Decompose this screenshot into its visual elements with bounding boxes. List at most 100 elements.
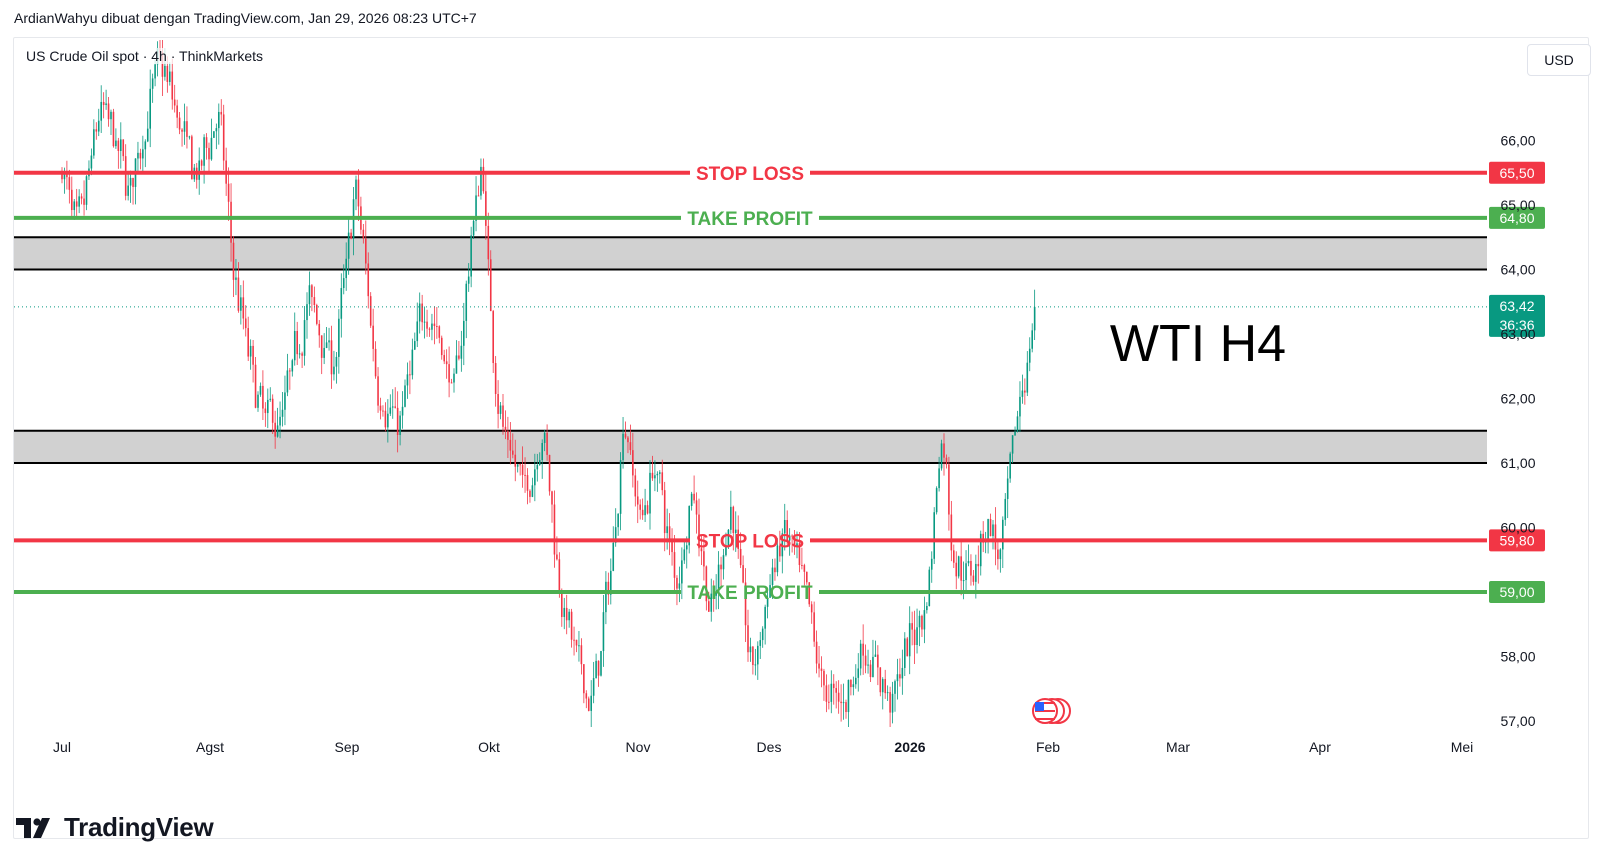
candle <box>218 103 220 145</box>
candle <box>832 674 835 705</box>
candle <box>178 112 181 135</box>
candle <box>984 531 987 554</box>
candle <box>286 353 289 397</box>
level-0[interactable]: STOP LOSS 65,50 <box>14 161 1545 185</box>
candle <box>656 471 659 492</box>
candle <box>458 340 460 361</box>
candle <box>328 327 330 351</box>
candle <box>384 402 387 432</box>
candle <box>1024 378 1026 405</box>
candle <box>200 159 203 171</box>
candle <box>717 551 720 610</box>
level-2[interactable]: STOP LOSS 59,80 <box>14 529 1545 552</box>
candle <box>387 399 389 443</box>
level-1[interactable]: TAKE PROFIT 64,80 <box>14 206 1545 230</box>
level-3[interactable]: TAKE PROFIT 59,00 <box>14 581 1545 604</box>
candle <box>93 119 95 159</box>
currency-button[interactable]: USD <box>1527 44 1591 76</box>
candle <box>100 85 102 133</box>
candle <box>683 541 686 564</box>
candle <box>536 453 539 482</box>
candle <box>345 242 347 291</box>
candle <box>244 305 247 337</box>
candle <box>764 604 766 645</box>
candle <box>840 684 842 722</box>
candle <box>749 637 752 662</box>
candle <box>967 544 970 567</box>
candle <box>806 571 808 585</box>
candle <box>891 681 894 724</box>
candle <box>857 653 860 692</box>
candle <box>122 139 125 161</box>
candle <box>254 357 257 409</box>
price-axis[interactable]: 66,00 65,00 64,00 63,00 62,00 61,00 60,00 58,00… <box>1500 133 1535 730</box>
symbol-legend[interactable]: US Crude Oil spot · 4h · ThinkMarkets <box>24 48 266 64</box>
time-axis[interactable]: Jul Agst Sep Okt Nov Des 2026 Feb Mar Apr Mei <box>53 739 1473 755</box>
candle <box>183 103 186 145</box>
candle <box>514 439 517 482</box>
candle <box>181 128 183 147</box>
candle <box>820 656 823 688</box>
candle <box>754 648 757 676</box>
candle <box>433 306 436 345</box>
candle <box>970 554 972 586</box>
candle <box>769 574 771 598</box>
candle <box>347 217 350 275</box>
candle <box>997 539 999 570</box>
us-flag-events-icon[interactable] <box>1032 698 1071 724</box>
candle <box>507 416 509 458</box>
x-tick-label: Agst <box>196 739 224 755</box>
candle <box>803 563 806 586</box>
candle <box>928 566 931 607</box>
candle <box>350 228 352 240</box>
candle <box>825 674 828 713</box>
candle <box>796 531 798 559</box>
x-tick-label: 2026 <box>894 739 925 755</box>
candle <box>205 133 208 160</box>
tradingview-logo[interactable]: TradingView <box>16 812 214 843</box>
candle <box>463 302 465 366</box>
candle <box>534 453 536 502</box>
candle <box>815 630 818 674</box>
candle <box>504 410 507 440</box>
candle <box>274 410 276 449</box>
candle <box>176 99 178 129</box>
candle <box>899 658 901 687</box>
x-tick-label: Nov <box>626 739 651 755</box>
candle <box>127 172 129 201</box>
candle <box>774 558 776 581</box>
level-price-label: 59,80 <box>1499 532 1534 548</box>
candle <box>379 397 382 420</box>
candle <box>445 349 448 379</box>
candle <box>66 160 68 190</box>
candle <box>636 480 639 524</box>
candle <box>617 513 619 536</box>
candle <box>521 446 524 488</box>
candle <box>943 433 945 476</box>
candle <box>418 292 421 334</box>
candle <box>531 477 534 498</box>
candle <box>281 391 284 427</box>
candle <box>879 667 882 697</box>
candle <box>828 684 830 710</box>
chart-annotation-text[interactable]: WTI H4 <box>1110 315 1286 373</box>
candle <box>930 551 933 583</box>
candle <box>497 380 499 429</box>
candle <box>703 534 705 581</box>
candle <box>401 391 404 429</box>
candle <box>948 456 950 531</box>
candle <box>835 681 837 709</box>
x-tick-label: Sep <box>335 739 360 755</box>
candle <box>950 500 953 562</box>
candle <box>257 391 259 412</box>
candle <box>747 609 749 662</box>
candle <box>592 661 595 704</box>
candle <box>654 460 656 492</box>
candle <box>1016 410 1019 433</box>
candle <box>673 535 676 592</box>
candle <box>916 608 918 654</box>
candle <box>173 84 176 113</box>
candle <box>492 309 494 374</box>
x-tick-label: Apr <box>1309 739 1331 755</box>
